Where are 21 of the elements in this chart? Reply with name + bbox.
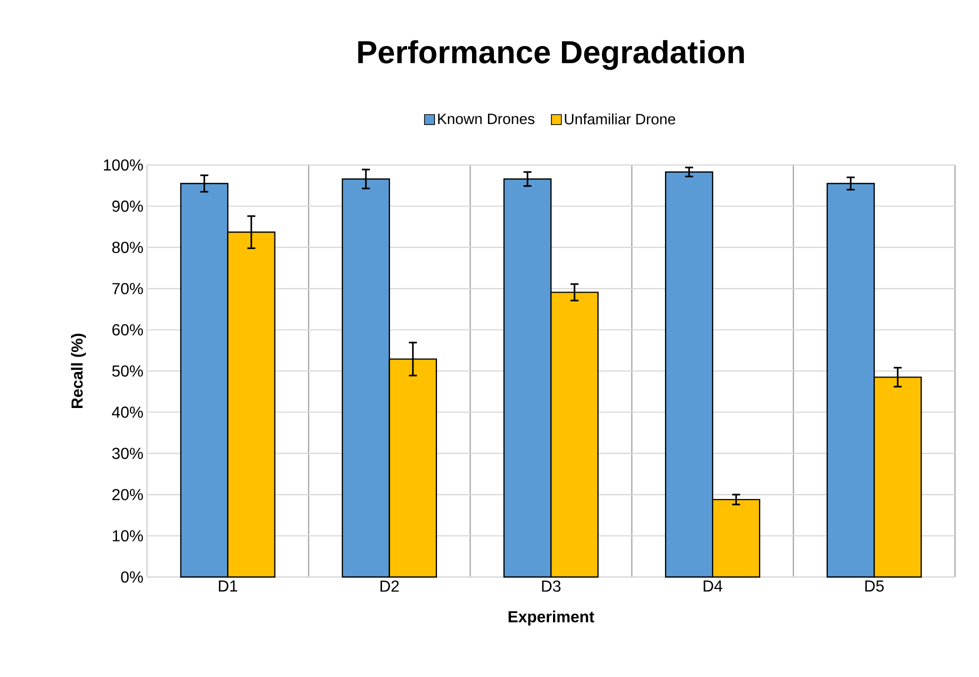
y-tick-label: 50% — [112, 365, 143, 377]
x-tick-label: D1 — [218, 580, 238, 592]
x-tick-label: D2 — [380, 580, 399, 592]
y-tick-label: 10% — [112, 530, 143, 542]
chart-title: Performance Degradation — [358, 40, 744, 70]
y-tick-label: 90% — [112, 200, 143, 212]
y-tick-label: 0% — [121, 571, 143, 583]
y-tick-label: 20% — [112, 488, 143, 500]
legend-label: Unfamiliar Drone — [564, 113, 676, 124]
legend-label: Known Drones — [438, 114, 534, 124]
y-tick-label: 30% — [112, 448, 143, 460]
x-tick-label: D5 — [865, 580, 884, 592]
y-tick-label: 100% — [104, 159, 143, 171]
x-tick-label: D3 — [542, 580, 560, 592]
x-tick-label: D4 — [704, 580, 722, 592]
y-axis-title: Recall (%) — [71, 334, 86, 408]
y-tick-label: 80% — [112, 242, 143, 254]
x-axis-title: Experiment — [508, 610, 594, 626]
y-tick-label: 70% — [112, 282, 143, 294]
y-tick-label: 40% — [112, 406, 143, 418]
y-tick-label: 60% — [112, 324, 143, 336]
